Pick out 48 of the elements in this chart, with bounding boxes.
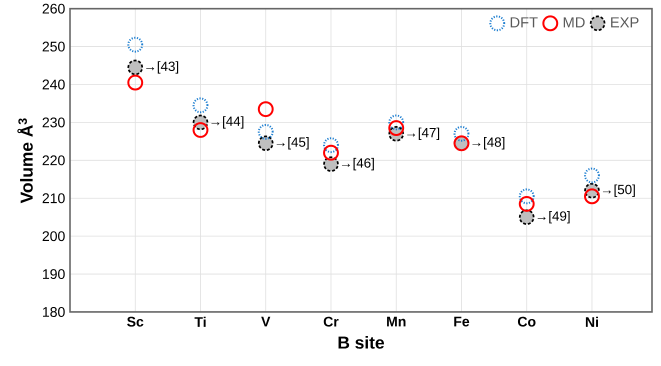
y-tick-label: 250	[42, 42, 65, 52]
point	[518, 188, 535, 204]
y-tick-label: 240	[42, 80, 65, 90]
x-tick-label: Mn	[387, 316, 406, 326]
point	[323, 144, 339, 161]
x-tick-label: Ti	[194, 316, 206, 327]
annotation: →[48]	[472, 137, 504, 150]
point	[127, 36, 144, 53]
annotation: →[50]	[602, 184, 635, 197]
annotation: →[45]	[276, 137, 309, 150]
point	[258, 101, 274, 118]
x-tick-label: Co	[518, 316, 536, 327]
point	[584, 168, 600, 184]
annotation: →[49]	[538, 210, 570, 224]
legend-label: DFT	[510, 17, 538, 28]
y-tick-label: 180	[43, 307, 65, 317]
point	[192, 97, 208, 114]
x-tick-label: Cr	[324, 316, 339, 327]
annotation: →[43]	[146, 61, 178, 74]
legend-label: MD	[564, 17, 585, 28]
point	[323, 137, 339, 154]
y-tick-label: 260	[42, 4, 65, 14]
point	[127, 74, 144, 91]
point	[518, 196, 535, 212]
y-tick-label: 200	[42, 231, 65, 242]
annotation: →[47]	[407, 128, 440, 140]
x-tick-label: Ni	[586, 316, 598, 327]
legend-label: EXP	[611, 17, 638, 28]
point	[388, 120, 404, 136]
x-tick-label: V	[261, 316, 270, 326]
y-tick-label: 230	[42, 117, 65, 128]
point	[258, 135, 274, 152]
x-axis-title: B site	[338, 336, 384, 349]
point	[518, 209, 535, 226]
y-tick-label: 220	[42, 155, 65, 166]
point	[127, 60, 144, 76]
point	[454, 126, 470, 142]
point	[258, 124, 274, 140]
y-tick-label: 190	[43, 269, 65, 280]
x-tick-label: Fe	[454, 316, 470, 326]
point	[388, 114, 404, 130]
annotation: →[46]	[342, 158, 374, 170]
y-tick-label: 210	[42, 193, 65, 204]
x-tick-label: Sc	[127, 316, 144, 327]
annotation: →[44]	[211, 116, 244, 129]
point	[584, 188, 600, 204]
point	[192, 122, 208, 138]
y-axis-title: Volume Å$^{3}$	[17, 118, 33, 204]
